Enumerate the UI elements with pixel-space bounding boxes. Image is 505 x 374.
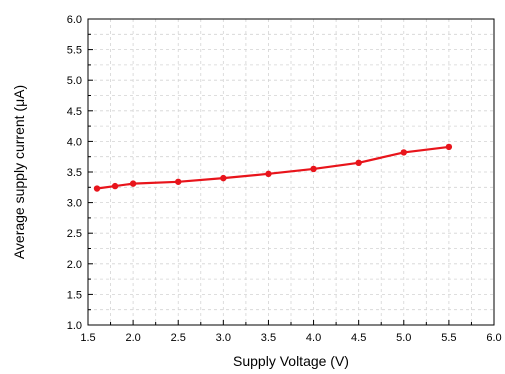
x-tick-label: 3.5 <box>261 332 276 344</box>
axis-ticks: 1.5 2.0 2.5 3.0 3.5 4.0 4.5 5.0 5.5 6.01.01.52.02… <box>67 14 502 344</box>
y-tick-label: 1.5 <box>67 289 82 301</box>
x-axis-label: Supply Voltage (V) <box>233 353 349 369</box>
x-tick-label: 5.5 <box>441 332 456 344</box>
x-tick-label: 2.0 <box>125 332 140 344</box>
x-tick-label: 4.5 <box>351 332 366 344</box>
data-point <box>129 180 137 187</box>
y-tick-label: 3.5 <box>67 167 82 179</box>
data-point <box>355 159 362 167</box>
data-series <box>93 143 453 192</box>
x-tick-label: 2.5 <box>171 332 186 344</box>
x-tick-label: 5.0 <box>396 332 411 344</box>
data-point <box>265 170 272 178</box>
data-point <box>220 174 227 182</box>
x-tick-label: 6.0 <box>486 332 501 344</box>
y-tick-label: 5.5 <box>67 45 82 57</box>
x-tick-label: 3.0 <box>216 332 231 344</box>
data-point <box>175 178 182 185</box>
y-tick-label: 3.0 <box>67 198 82 210</box>
y-tick-label: 4.0 <box>67 136 82 148</box>
x-tick-label: 4.0 <box>306 332 321 344</box>
data-point <box>400 149 407 156</box>
data-point <box>111 182 119 190</box>
y-tick-label: 5.0 <box>67 75 82 87</box>
series-line <box>96 145 450 190</box>
y-tick-label: 1.0 <box>67 320 82 332</box>
data-point <box>93 185 101 192</box>
y-tick-label: 2.0 <box>67 259 82 271</box>
y-axis-label: Average supply current (μA) <box>11 85 27 259</box>
data-point <box>310 165 317 173</box>
y-tick-label: 6.0 <box>67 14 82 26</box>
y-tick-label: 2.5 <box>67 228 82 240</box>
grid <box>88 19 494 325</box>
x-tick-label: 1.5 <box>80 332 95 344</box>
data-point <box>445 143 453 151</box>
y-tick-label: 4.5 <box>67 106 82 118</box>
